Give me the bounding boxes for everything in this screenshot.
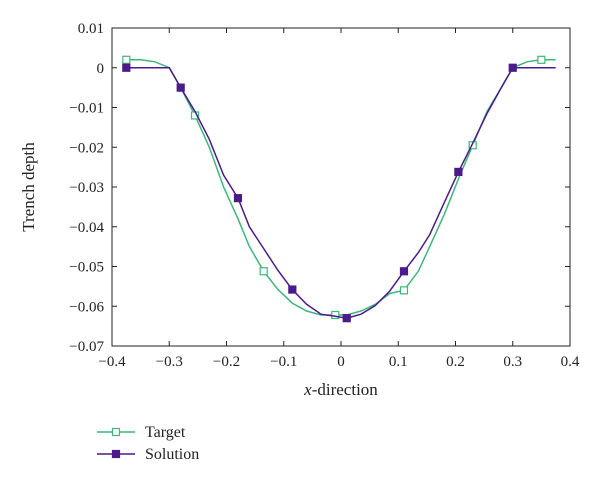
solution-point bbox=[288, 285, 297, 294]
target-point bbox=[537, 55, 546, 64]
solution-point bbox=[342, 314, 351, 323]
y-axis-title: Trench depth bbox=[19, 142, 38, 232]
y-tick-label: −0.03 bbox=[69, 180, 104, 196]
x-tick-label: −0.2 bbox=[213, 354, 240, 370]
legend: Target Solution bbox=[97, 424, 199, 463]
y-tick-label: 0 bbox=[97, 61, 105, 77]
target-legend-marker bbox=[111, 427, 121, 437]
target-point bbox=[122, 55, 131, 64]
axis-ticks: −0.4 −0.3 −0.2 −0.1 0 0.1 0.2 0.3 0.4 0.01 0 −0.01 −… bbox=[69, 21, 580, 370]
y-tick-label: −0.07 bbox=[69, 339, 104, 355]
solution-series-line bbox=[126, 66, 556, 319]
y-tick-label: −0.06 bbox=[69, 299, 104, 315]
x-tick-label: 0.3 bbox=[503, 354, 522, 370]
solution-point bbox=[454, 167, 463, 176]
target-legend-label: Target bbox=[145, 424, 186, 441]
solution-legend-marker bbox=[111, 449, 121, 459]
solution-point bbox=[176, 83, 185, 92]
y-tick-label: 0.01 bbox=[78, 21, 104, 37]
x-tick-label: −0.4 bbox=[98, 354, 126, 370]
solution-point bbox=[122, 63, 131, 72]
solution-point bbox=[508, 63, 517, 72]
target-point bbox=[259, 267, 268, 276]
solution-point bbox=[399, 267, 409, 276]
x-tick-label: −0.1 bbox=[270, 354, 297, 370]
plot-frame bbox=[111, 27, 571, 347]
y-tick-label: −0.02 bbox=[69, 140, 104, 156]
x-tick-label: 0.4 bbox=[561, 354, 580, 370]
y-tick-label: −0.05 bbox=[69, 260, 104, 276]
target-point bbox=[331, 310, 340, 320]
y-tick-label: −0.04 bbox=[69, 220, 104, 236]
target-point bbox=[399, 286, 409, 295]
solution-legend-label: Solution bbox=[145, 446, 199, 463]
y-tick-label: −0.01 bbox=[69, 101, 104, 117]
series-layer bbox=[122, 55, 556, 323]
solution-point bbox=[233, 194, 243, 203]
x-tick-label: 0 bbox=[337, 354, 345, 370]
x-tick-label: −0.3 bbox=[156, 354, 183, 370]
x-tick-label: 0.1 bbox=[389, 354, 408, 370]
x-tick-label: 0.2 bbox=[446, 354, 465, 370]
x-axis-title: x-direction bbox=[303, 380, 378, 399]
target-series-line bbox=[126, 59, 556, 316]
